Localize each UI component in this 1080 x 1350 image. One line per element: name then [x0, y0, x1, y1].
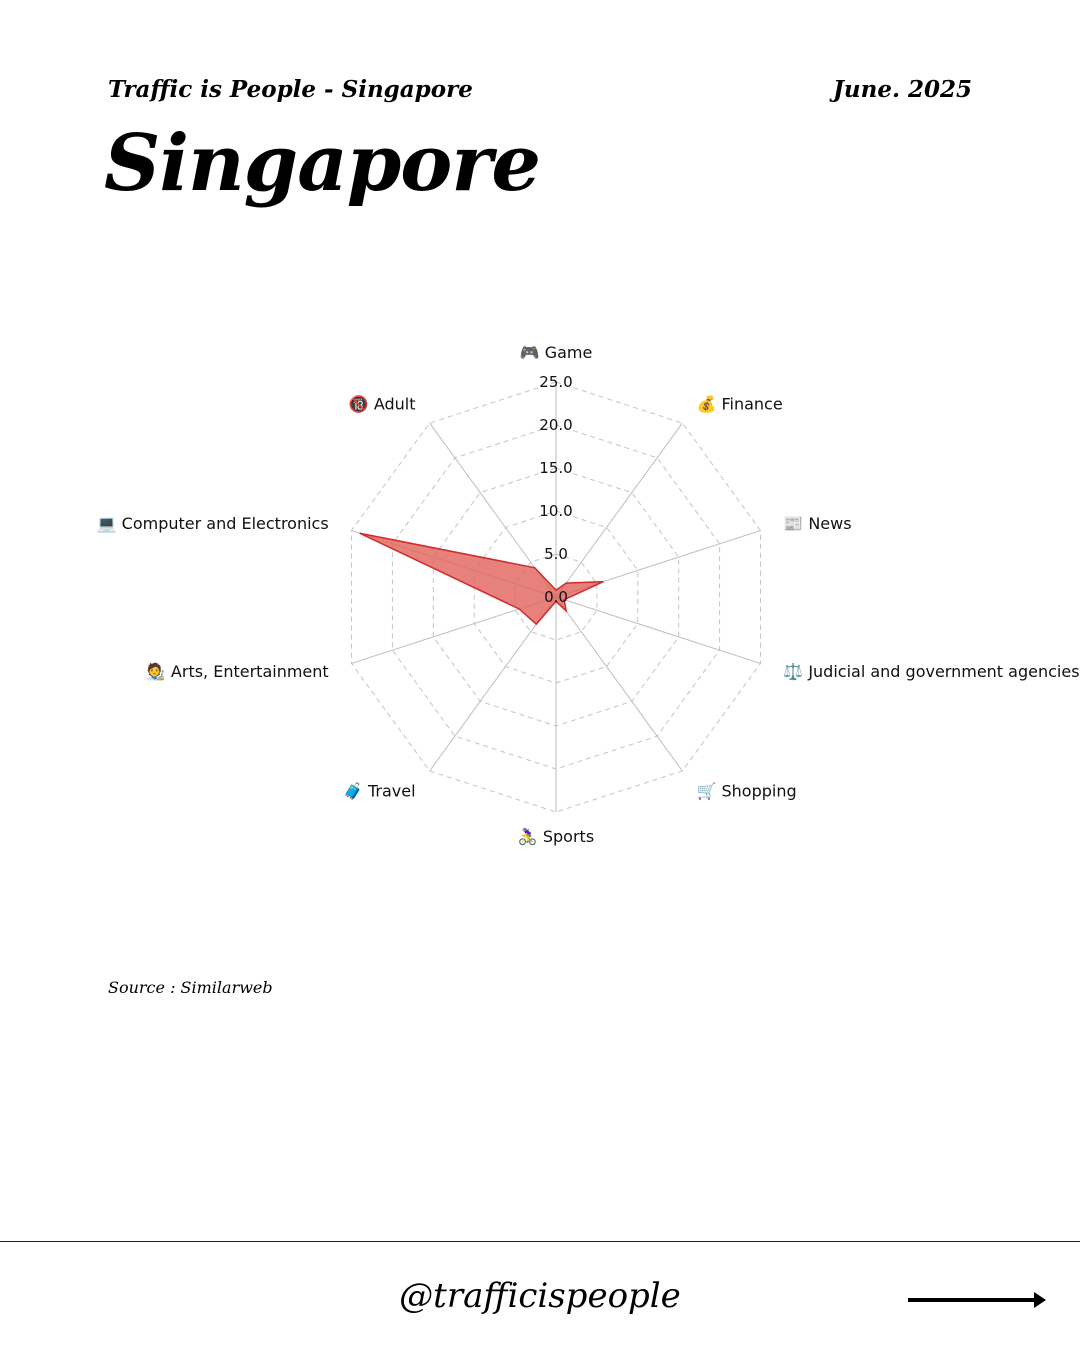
source-note: Source : Similarweb: [108, 978, 273, 997]
axis-icon: 💰: [696, 395, 721, 414]
axis-label-text: Shopping: [721, 781, 796, 800]
axis-label: 🛒 Shopping: [696, 781, 796, 800]
axis-icon: 💻: [97, 514, 122, 533]
axis-label: ⚖️ Judicial and government agencies: [783, 662, 1079, 681]
axis-icon: 🛒: [696, 781, 721, 800]
radar-axis-labels: 🎮 Game 💰 Finance 📰 News ⚖️ Judicial and gov…: [97, 343, 1080, 846]
axis-label: 📰 News: [783, 514, 851, 533]
axis-label-text: Travel: [367, 781, 416, 800]
axis-label: 💰 Finance: [696, 395, 782, 414]
radar-series: [359, 532, 604, 626]
footer-divider: [0, 1241, 1080, 1242]
axis-icon: ⚖️: [783, 662, 808, 681]
kicker-title: Traffic is People - Singapore: [108, 76, 473, 103]
axis-label-text: Sports: [543, 827, 594, 846]
axis-label: 🔞 Adult: [349, 395, 416, 414]
tick-label: 20.0: [539, 416, 572, 434]
arrow-right-icon[interactable]: [906, 1288, 1048, 1312]
social-handle: @trafficispeople: [399, 1276, 681, 1316]
tick-label: 0.0: [544, 588, 568, 606]
axis-label-text: Judicial and government agencies: [807, 662, 1079, 681]
page-title: Singapore: [104, 118, 541, 209]
tick-label: 10.0: [539, 502, 572, 520]
axis-label: 🎮 Game: [520, 343, 593, 362]
tick-label: 15.0: [539, 459, 572, 477]
axis-spoke: [555, 422, 683, 598]
axis-icon: 🎮: [520, 343, 545, 362]
axis-label-text: Finance: [721, 395, 782, 414]
report-date: June. 2025: [833, 76, 972, 103]
tick-label: 25.0: [539, 373, 572, 391]
axis-icon: 🧑‍🎨: [146, 662, 171, 681]
grid-ring: [351, 381, 761, 813]
axis-label: 🚴‍♀️ Sports: [518, 827, 594, 846]
radar-chart: 0.0 5.0 10.0 15.0 20.0 25.0 🎮 Game 💰 Finance 📰 …: [97, 343, 1080, 846]
axis-label-text: Arts, Entertainment: [171, 662, 329, 681]
axis-spoke: [555, 596, 683, 772]
axis-icon: 📰: [783, 514, 808, 533]
axis-icon: 🚴‍♀️: [518, 827, 543, 846]
axis-label-text: Adult: [374, 395, 416, 414]
axis-label: 🧳 Travel: [343, 781, 416, 800]
axis-label-text: Computer and Electronics: [122, 514, 329, 533]
axis-spoke: [429, 596, 557, 772]
axis-label: 💻 Computer and Electronics: [97, 514, 329, 533]
axis-spoke: [555, 596, 761, 664]
tick-label: 5.0: [544, 545, 568, 563]
radar-tick-labels: 0.0 5.0 10.0 15.0 20.0 25.0: [539, 373, 572, 606]
axis-label-text: Game: [545, 343, 593, 362]
axis-icon: 🧳: [343, 781, 368, 800]
axis-icon: 🔞: [349, 395, 374, 414]
axis-label-text: News: [808, 514, 851, 533]
axis-label: 🧑‍🎨 Arts, Entertainment: [146, 662, 329, 681]
